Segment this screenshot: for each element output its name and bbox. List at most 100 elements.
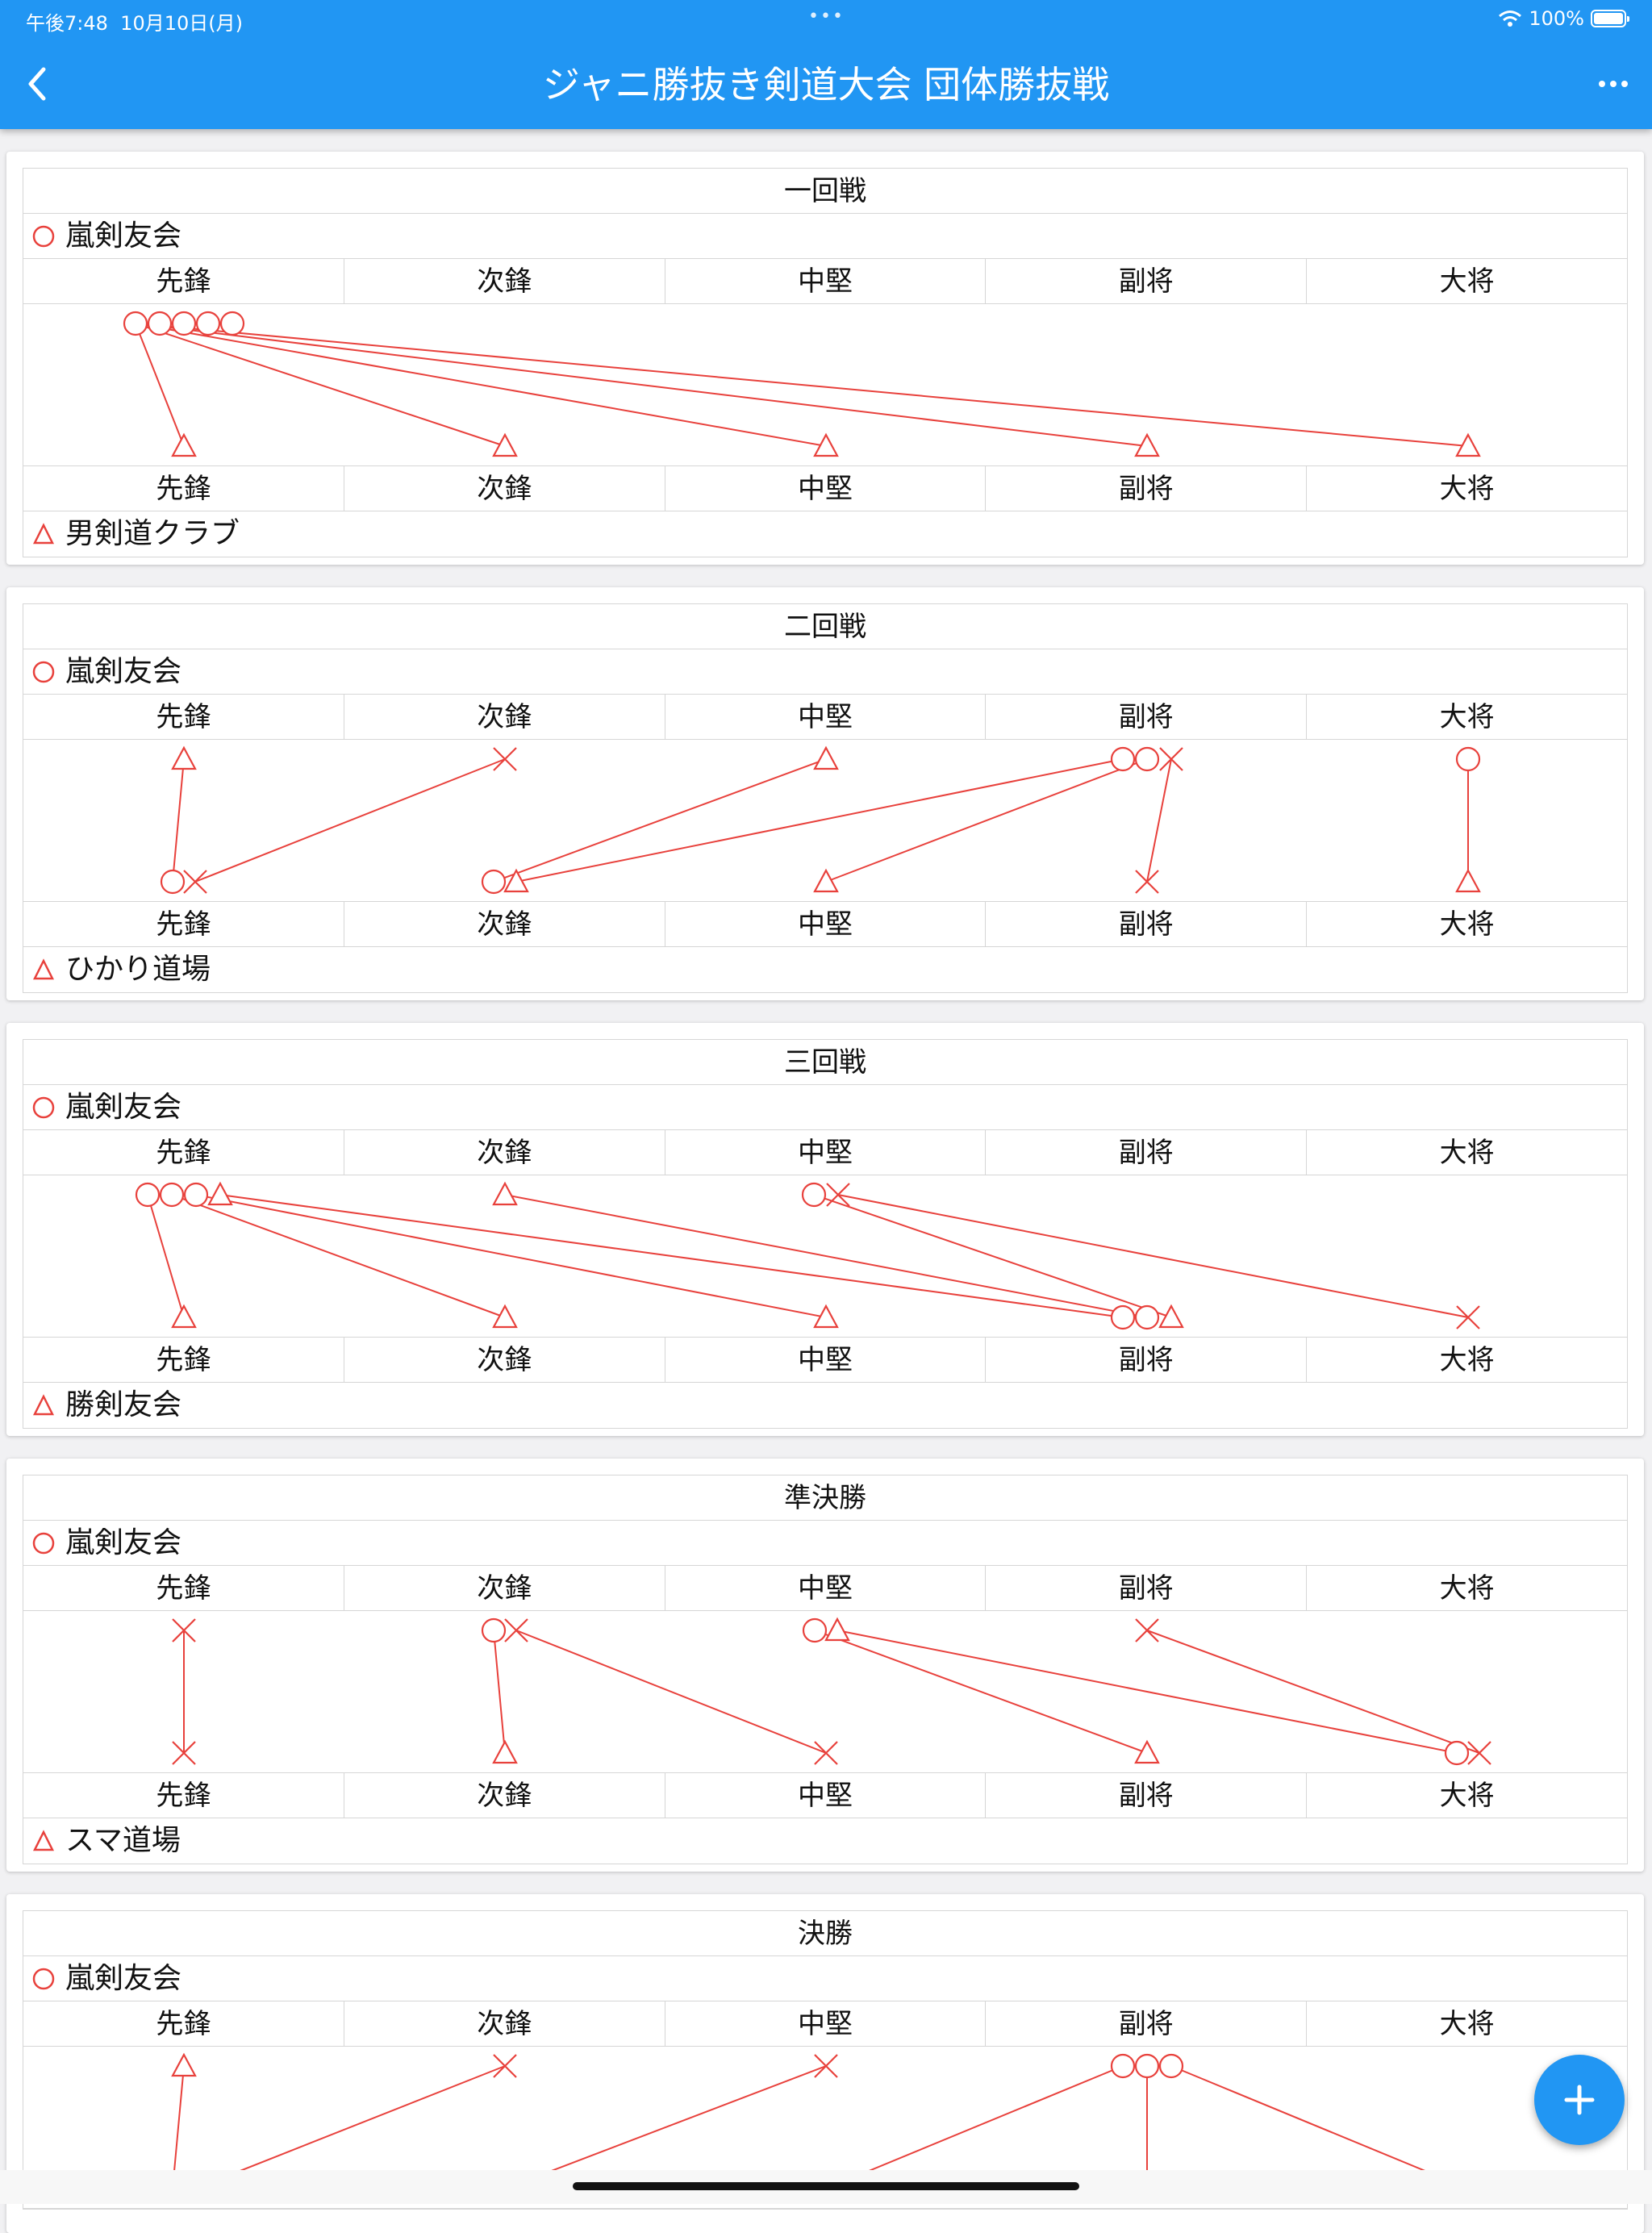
bout-diagram bbox=[23, 1175, 1627, 1338]
bottom-result-mark bbox=[183, 870, 207, 894]
round-card[interactable]: 準決勝 嵐剣友会 先鋒 次鋒 中堅 副将 大将 先鋒 次鋒 中堅 副将 大将 スマ道場 bbox=[6, 1459, 1644, 1872]
top-positions-row: 先鋒 次鋒 中堅 副将 大将 bbox=[23, 1566, 1627, 1611]
bottom-position: 先鋒 bbox=[23, 1773, 344, 1818]
bottom-position: 中堅 bbox=[665, 466, 987, 511]
bout-line bbox=[172, 758, 185, 883]
top-result-mark bbox=[813, 745, 839, 770]
top-position: 大将 bbox=[1439, 1572, 1495, 1605]
round-card[interactable]: 一回戦 嵐剣友会 先鋒 次鋒 中堅 副将 大将 先鋒 次鋒 中堅 副将 大将 男剣道クラブ bbox=[6, 152, 1644, 565]
top-position: 先鋒 bbox=[23, 695, 344, 739]
bottom-position: 中堅 bbox=[665, 1338, 987, 1382]
team-top-name: 嵐剣友会 bbox=[65, 1526, 182, 1559]
top-position: 中堅 bbox=[665, 259, 987, 303]
bottom-position: 副将 bbox=[986, 466, 1308, 511]
bout-line bbox=[194, 758, 506, 883]
team-bottom-name: ひかり道場 bbox=[65, 953, 211, 986]
top-position: 副将 bbox=[986, 695, 1308, 739]
bottom-positions-row: 先鋒 次鋒 中堅 副将 大将 bbox=[23, 1338, 1627, 1383]
top-result-mark bbox=[171, 745, 197, 770]
bout-table: 二回戦 嵐剣友会 先鋒 次鋒 中堅 副将 大将 先鋒 次鋒 中堅 副将 大将 ひかり道場 bbox=[23, 603, 1628, 993]
bottom-position: 大将 bbox=[1439, 1780, 1495, 1812]
round-card[interactable]: 三回戦 嵐剣友会 先鋒 次鋒 中堅 副将 大将 先鋒 次鋒 中堅 副将 大将 勝剣友会 bbox=[6, 1023, 1644, 1436]
bottom-result-mark bbox=[1134, 432, 1160, 457]
top-result-mark bbox=[1455, 746, 1481, 772]
top-position: 大将 bbox=[1439, 2008, 1495, 2040]
top-result-mark bbox=[802, 1617, 828, 1643]
top-result-mark bbox=[492, 1181, 518, 1206]
wifi-icon bbox=[1499, 10, 1522, 27]
bout-table: 一回戦 嵐剣友会 先鋒 次鋒 中堅 副将 大将 先鋒 次鋒 中堅 副将 大将 男剣道クラブ bbox=[23, 168, 1628, 557]
team-bottom-name: 男剣道クラブ bbox=[65, 517, 240, 550]
round-title: 三回戦 bbox=[23, 1040, 1627, 1085]
circle-mark-icon bbox=[32, 225, 55, 247]
top-result-mark bbox=[219, 311, 245, 336]
top-result-mark bbox=[504, 1618, 528, 1642]
bottom-position: 副将 bbox=[986, 902, 1308, 946]
top-result-mark bbox=[159, 1182, 185, 1208]
top-result-mark bbox=[814, 2054, 838, 2078]
home-indicator[interactable] bbox=[573, 2182, 1079, 2190]
bottom-position: 先鋒 bbox=[23, 466, 344, 511]
top-positions-row: 先鋒 次鋒 中堅 副将 大将 bbox=[23, 2001, 1627, 2047]
bottom-result-mark bbox=[1455, 432, 1481, 457]
status-time: 午後7:48 10月10日(月) bbox=[26, 12, 243, 35]
team-top: 嵐剣友会 bbox=[23, 1956, 1627, 2001]
bottom-result-mark bbox=[1444, 1740, 1470, 1766]
top-position: 次鋒 bbox=[344, 259, 665, 303]
top-result-mark bbox=[123, 311, 148, 336]
top-result-mark bbox=[493, 747, 517, 771]
top-result-mark bbox=[171, 311, 197, 336]
bottom-position: 副将 bbox=[986, 1773, 1308, 1818]
bottom-result-mark bbox=[160, 869, 186, 895]
bottom-position: 先鋒 bbox=[23, 902, 344, 946]
bottom-position: 次鋒 bbox=[344, 466, 665, 511]
team-top-name: 嵐剣友会 bbox=[65, 1090, 182, 1124]
bottom-result-mark bbox=[492, 432, 518, 457]
bout-line bbox=[813, 1194, 1172, 1318]
triangle-mark-icon bbox=[32, 1830, 55, 1851]
bottom-position: 次鋒 bbox=[344, 1773, 665, 1818]
bottom-position: 大将 bbox=[1439, 908, 1495, 941]
top-position: 次鋒 bbox=[344, 2001, 665, 2046]
bottom-result-mark bbox=[1158, 1304, 1184, 1329]
bottom-result-mark bbox=[813, 868, 839, 893]
round-title: 二回戦 bbox=[23, 604, 1627, 649]
bottom-result-mark bbox=[1110, 1304, 1136, 1330]
top-position: 次鋒 bbox=[344, 695, 665, 739]
top-position: 大将 bbox=[1439, 1137, 1495, 1169]
top-result-mark bbox=[135, 1182, 161, 1208]
bout-table: 決勝 嵐剣友会 先鋒 次鋒 中堅 副将 大将 bbox=[23, 1910, 1628, 2210]
top-positions-row: 先鋒 次鋒 中堅 副将 大将 bbox=[23, 1130, 1627, 1175]
triangle-mark-icon bbox=[32, 958, 55, 980]
more-options-button[interactable] bbox=[1594, 65, 1633, 103]
bout-line bbox=[219, 1194, 1124, 1318]
bottom-positions-row: 先鋒 次鋒 中堅 副将 大将 bbox=[23, 466, 1627, 511]
top-position: 先鋒 bbox=[23, 259, 344, 303]
top-result-mark bbox=[172, 1618, 196, 1642]
bottom-result-mark bbox=[1456, 1305, 1480, 1329]
bout-line bbox=[1146, 1630, 1480, 1754]
top-position: 副将 bbox=[986, 1130, 1308, 1175]
bout-line bbox=[1146, 758, 1172, 883]
add-match-button[interactable] bbox=[1534, 2055, 1625, 2145]
top-result-mark bbox=[207, 1181, 233, 1206]
round-card[interactable]: 二回戦 嵐剣友会 先鋒 次鋒 中堅 副将 大将 先鋒 次鋒 中堅 副将 大将 ひかり道場 bbox=[6, 587, 1644, 1000]
bout-line bbox=[837, 1194, 1469, 1318]
multitasking-dots-icon[interactable]: ••• bbox=[808, 6, 845, 27]
bout-line bbox=[504, 2065, 827, 2189]
bottom-result-mark bbox=[503, 868, 529, 893]
top-position: 先鋒 bbox=[23, 1566, 344, 1610]
bottom-position: 中堅 bbox=[665, 1773, 987, 1818]
status-battery: 100% bbox=[1498, 7, 1629, 30]
bottom-result-mark bbox=[172, 1741, 196, 1765]
team-bottom: 勝剣友会 bbox=[23, 1383, 1627, 1428]
top-result-mark bbox=[801, 1182, 827, 1208]
top-position: 次鋒 bbox=[344, 1566, 665, 1610]
bottom-result-mark bbox=[492, 1304, 518, 1329]
bout-diagram bbox=[23, 304, 1627, 466]
bottom-result-mark bbox=[171, 432, 197, 457]
top-position: 先鋒 bbox=[23, 1130, 344, 1175]
triangle-mark-icon bbox=[32, 1394, 55, 1416]
bottom-result-mark bbox=[814, 1741, 838, 1765]
back-button[interactable] bbox=[15, 58, 60, 110]
